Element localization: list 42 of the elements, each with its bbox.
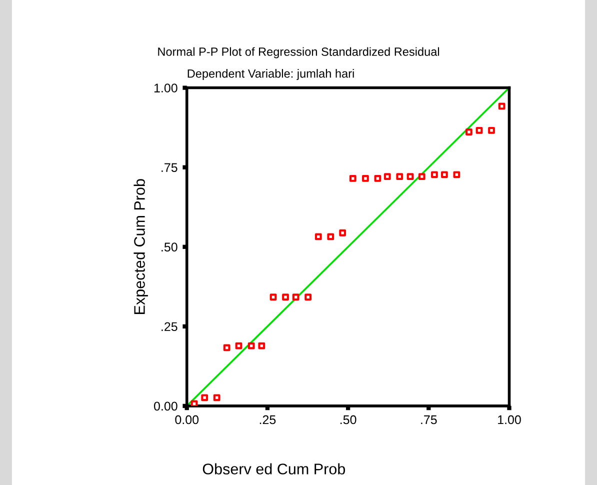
x-tick-label: .25 — [260, 415, 276, 424]
point — [190, 400, 198, 406]
chart-title: Normal P-P Plot of Regression Standardized Residual — [158, 47, 440, 58]
point — [488, 126, 495, 134]
point — [314, 233, 322, 240]
point — [235, 342, 242, 350]
point — [362, 175, 369, 182]
x-axis-title: Observ ed Cum Prob — [202, 463, 346, 474]
point — [453, 171, 460, 178]
point — [465, 128, 472, 136]
point — [213, 394, 220, 402]
y-tick-label: .25 — [162, 322, 178, 332]
point — [476, 126, 483, 134]
point — [396, 173, 404, 180]
point — [406, 173, 414, 180]
point — [270, 294, 277, 301]
x-tick-label: .50 — [340, 415, 356, 424]
point — [418, 173, 426, 180]
point — [374, 175, 382, 182]
x-tick-label: 1.00 — [498, 415, 521, 424]
point — [327, 233, 334, 240]
y-tick-label: 1.00 — [154, 84, 178, 92]
chart-subtitle: Dependent Variable: jumlah hari — [188, 69, 354, 80]
x-tick-label: 0.00 — [175, 415, 199, 424]
y-axis-title: Expected Cum Prob — [134, 179, 148, 314]
y-tick-label: .75 — [162, 163, 178, 172]
point — [498, 102, 506, 110]
point — [431, 171, 438, 178]
point — [304, 294, 312, 301]
point — [282, 294, 289, 301]
point — [258, 342, 266, 350]
point — [201, 394, 208, 402]
x-tick-label: .75 — [421, 415, 437, 424]
point — [440, 171, 448, 178]
point — [292, 294, 300, 301]
point — [223, 344, 230, 352]
point — [339, 229, 346, 236]
point — [248, 342, 255, 350]
y-tick-label: 0.00 — [154, 402, 178, 411]
point — [349, 175, 356, 182]
point — [384, 173, 391, 180]
y-tick-label: .50 — [162, 242, 178, 252]
